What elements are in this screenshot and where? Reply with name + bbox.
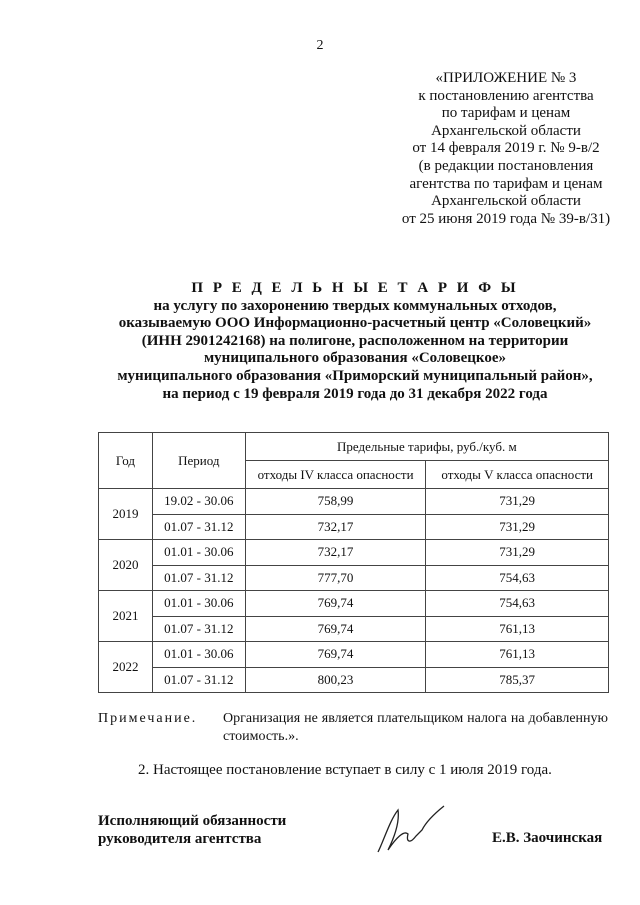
title-line: на период с 19 февраля 2019 года до 31 д… [162,385,548,402]
table-row: 01.07 - 31.12 769,74 761,13 [99,615,609,642]
appendix-line: Архангельской области [431,122,581,139]
year-cell: 2022 [98,641,153,693]
class4-tariff-cell: 769,74 [244,615,427,642]
title-heading: П Р Е Д Е Л Ь Н Ы Е Т А Р И Ф Ы [191,280,519,296]
position-line: Исполняющий обязанности [98,813,287,829]
tariff-table: Год Период Предельные тарифы, руб./куб. … [98,432,610,693]
period-cell: 01.01 - 30.06 [151,590,246,617]
signatory-name: Е.В. Заочинская [492,830,603,846]
class4-tariff-cell: 758,99 [244,488,427,515]
class5-tariff-cell: 754,63 [425,564,609,591]
class5-tariff-cell: 785,37 [425,666,609,693]
class5-tariff-cell: 731,29 [425,513,609,540]
year-cell: 2021 [98,590,153,642]
document-title: П Р Е Д Е Л Ь Н Ы Е Т А Р И Ф Ы на услуг… [90,280,620,403]
table-row: 01.07 - 31.12 732,17 731,29 [99,513,609,540]
appendix-line: по тарифам и ценам [441,105,571,122]
class4-tariff-cell: 732,17 [244,513,427,540]
table-row: 01.07 - 31.12 777,70 754,63 [99,564,609,591]
title-line: оказываемую ООО Информационно-расчетный … [118,315,592,332]
appendix-line: «ПРИЛОЖЕНИЕ № 3 [435,70,577,86]
appendix-line: (в редакции постановления [418,157,594,174]
class4-tariff-cell: 800,23 [244,666,427,693]
class5-tariff-cell: 731,29 [425,488,609,515]
period-cell: 19.02 - 30.06 [151,488,246,515]
table-row: 2022 01.01 - 30.06 769,74 761,13 [98,641,609,693]
period-cell: 01.01 - 30.06 [151,539,246,566]
header-class4: отходы IV класса опасности [244,460,427,489]
signatory-position: Исполняющий обязанности руководителя аге… [98,812,286,848]
title-line: муниципального образования «Приморский м… [117,367,593,384]
period-cell: 01.01 - 30.06 [151,641,246,668]
appendix-line: агентства по тарифам и ценам [409,175,603,192]
class5-tariff-cell: 731,29 [425,539,609,566]
header-tariffs: Предельные тарифы, руб./куб. м [244,432,610,461]
position-line: руководителя агентства [98,831,262,847]
header-period: Период [151,432,246,489]
period-cell: 01.07 - 31.12 [151,513,246,540]
appendix-line: от 14 февраля 2019 г. № 9-в/2 [412,140,600,157]
table-row: 2021 01.01 - 30.06 769,74 754,63 [98,590,609,642]
class5-tariff-cell: 761,13 [425,615,609,642]
appendix-line: от 25 июня 2019 года № 39-в/31) [401,210,611,227]
title-line: (ИНН 2901242168) на полигоне, расположен… [141,332,569,349]
class4-tariff-cell: 769,74 [244,590,427,617]
period-cell: 01.07 - 31.12 [151,666,246,693]
title-line: на услугу по захоронению твердых коммуна… [153,297,557,314]
appendix-line: Архангельской области [431,193,581,210]
class4-tariff-cell: 732,17 [244,539,427,566]
table-row: 2019 19.02 - 30.06 758,99 731,29 [98,488,609,540]
class5-tariff-cell: 761,13 [425,641,609,668]
class5-tariff-cell: 754,63 [425,590,609,617]
class4-tariff-cell: 769,74 [244,641,427,668]
class4-tariff-cell: 777,70 [244,564,427,591]
effective-date-paragraph: 2. Настоящее постановление вступает в си… [138,762,552,778]
header-year: Год [98,432,153,489]
page-number: 2 [316,38,324,53]
note-text: Организация не является плательщиком нал… [223,711,608,744]
table-row: 01.07 - 31.12 800,23 785,37 [99,666,609,693]
appendix-header: «ПРИЛОЖЕНИЕ № 3 к постановлению агентств… [375,70,637,228]
period-cell: 01.07 - 31.12 [151,564,246,591]
year-cell: 2020 [98,539,153,591]
table-row: 2020 01.01 - 30.06 732,17 731,29 [98,539,609,591]
period-cell: 01.07 - 31.12 [151,615,246,642]
appendix-line: к постановлению агентства [418,87,594,104]
year-cell: 2019 [98,488,153,540]
note-label: Примечание. [98,711,198,726]
title-line: муниципального образования «Соловецкое» [203,350,507,367]
header-class5: отходы V класса опасности [425,460,609,489]
handwritten-signature [377,805,445,853]
